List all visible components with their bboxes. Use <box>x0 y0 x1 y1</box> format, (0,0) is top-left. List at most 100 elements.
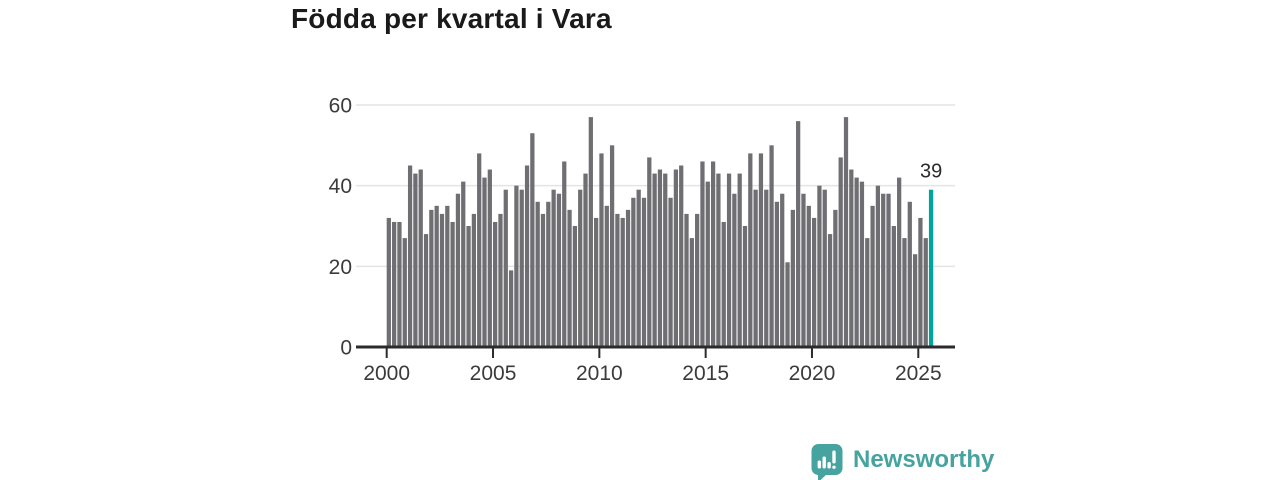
bar-2000q4 <box>402 238 407 347</box>
bar-2003q2 <box>455 193 461 347</box>
bar-2018q1 <box>769 145 774 347</box>
bar-2025q2 <box>923 238 928 347</box>
bar-2020q2 <box>817 185 822 347</box>
bar-2015q3 <box>716 173 721 347</box>
bar-series <box>386 117 934 347</box>
bar-2015q1 <box>705 181 710 347</box>
bar-2008q4 <box>572 226 578 347</box>
bar-2004q2 <box>477 153 482 347</box>
bar-2007q4 <box>551 189 556 347</box>
bar-2007q2 <box>540 213 546 347</box>
bar-2008q2 <box>562 161 567 347</box>
bar-2003q1 <box>450 221 455 347</box>
x-tick-label-2020: 2020 <box>789 362 836 385</box>
bar-2009q2 <box>583 173 588 347</box>
bar-2005q3 <box>503 189 508 347</box>
newsworthy-logo: Newsworthy <box>810 442 994 480</box>
bar-2012q3 <box>652 173 657 347</box>
x-axis-labels: 2000 2005 2010 2015 2020 2025 <box>363 362 941 385</box>
bar-2017q1 <box>748 153 753 347</box>
bar-2007q1 <box>535 201 540 347</box>
bar-2016q2 <box>732 193 737 347</box>
bar-2024q3 <box>907 201 912 347</box>
bar-2000q1 <box>386 217 391 347</box>
bar-2003q3 <box>461 181 466 347</box>
bar-2006q4 <box>530 133 535 347</box>
bar-2018q2 <box>774 201 780 347</box>
bar-2002q1 <box>429 209 434 347</box>
bar-2006q3 <box>524 165 530 347</box>
highlighted-bar-2025q3 <box>928 189 934 347</box>
bar-2016q3 <box>737 173 742 347</box>
bar-2005q2 <box>498 213 503 347</box>
bar-2019q4 <box>806 205 811 347</box>
bar-2004q4 <box>487 169 492 347</box>
bar-2006q2 <box>519 189 524 347</box>
y-tick-label-40: 40 <box>329 175 352 198</box>
bar-chart-glyph <box>817 450 836 469</box>
bar-2010q1 <box>599 153 604 347</box>
bar-2022q4 <box>870 205 875 347</box>
bar-2013q3 <box>673 169 679 347</box>
bar-2005q1 <box>493 221 498 347</box>
bar-2000q3 <box>397 221 402 347</box>
bar-2022q1 <box>854 177 859 347</box>
bar-2011q1 <box>620 217 625 347</box>
y-tick-label-20: 20 <box>329 256 352 279</box>
bar-2011q4 <box>636 189 641 347</box>
bar-2005q4 <box>508 270 514 347</box>
bar-2015q2 <box>710 161 716 347</box>
bar-2023q2 <box>881 193 886 347</box>
bar-2010q2 <box>604 205 609 347</box>
bar-2012q1 <box>641 197 647 347</box>
bar-2017q3 <box>758 153 764 347</box>
bar-2022q2 <box>859 181 865 347</box>
bar-2024q4 <box>912 254 918 347</box>
bar-2012q4 <box>657 169 663 347</box>
bar-2023q3 <box>886 193 891 347</box>
bar-2021q3 <box>843 117 849 347</box>
y-tick-label-60: 60 <box>329 95 352 118</box>
bar-2020q4 <box>827 234 833 347</box>
x-tick-label-2025: 2025 <box>895 362 942 385</box>
bar-2021q2 <box>838 157 843 347</box>
bar-2002q4 <box>445 205 450 347</box>
bar-2020q3 <box>822 189 827 347</box>
x-tick-label-2000: 2000 <box>363 362 410 385</box>
bar-2024q1 <box>897 177 902 347</box>
bar-2018q3 <box>780 193 785 347</box>
bar-2019q3 <box>801 193 806 347</box>
bar-2002q2 <box>434 205 439 347</box>
bar-2001q3 <box>418 169 423 347</box>
bar-2014q3 <box>695 213 700 347</box>
bar-2016q4 <box>742 226 748 347</box>
highlight-value-label: 39 <box>920 161 942 183</box>
bar-2001q1 <box>407 165 413 347</box>
bar-2008q3 <box>567 209 572 347</box>
bar-2021q1 <box>833 209 838 347</box>
bar-2011q2 <box>625 209 631 347</box>
bar-2020q1 <box>811 217 817 347</box>
y-tick-label-0: 0 <box>340 337 352 360</box>
bar-2023q4 <box>891 226 896 347</box>
bar-2000q2 <box>392 221 397 347</box>
bar-2023q1 <box>875 185 881 347</box>
bar-2025q1 <box>918 217 923 347</box>
bar-2016q1 <box>726 173 732 347</box>
chart-title: Födda per kvartal i Vara <box>291 3 612 34</box>
bar-2002q3 <box>439 213 445 347</box>
bar-2001q2 <box>413 173 418 347</box>
y-axis-labels: 0 20 40 60 <box>329 95 352 360</box>
bar-2013q4 <box>679 165 684 347</box>
x-axis <box>356 345 955 358</box>
bar-2015q4 <box>721 221 726 347</box>
bar-2007q3 <box>546 201 551 347</box>
bar-2022q3 <box>865 238 870 347</box>
bar-2017q2 <box>753 189 758 347</box>
bar-2014q4 <box>700 161 705 347</box>
bar-2009q1 <box>578 189 583 347</box>
bar-2012q2 <box>647 157 652 347</box>
bar-2019q2 <box>796 121 801 347</box>
